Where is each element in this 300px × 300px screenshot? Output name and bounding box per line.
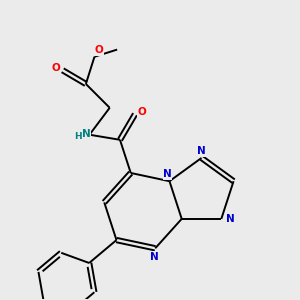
Text: N: N: [226, 214, 234, 224]
Text: O: O: [138, 107, 146, 117]
Text: O: O: [95, 45, 103, 56]
Text: N: N: [82, 128, 91, 139]
Text: N: N: [150, 252, 159, 262]
Text: H: H: [74, 132, 81, 141]
Text: N: N: [197, 146, 206, 156]
Text: N: N: [163, 169, 172, 179]
Text: O: O: [51, 63, 60, 73]
